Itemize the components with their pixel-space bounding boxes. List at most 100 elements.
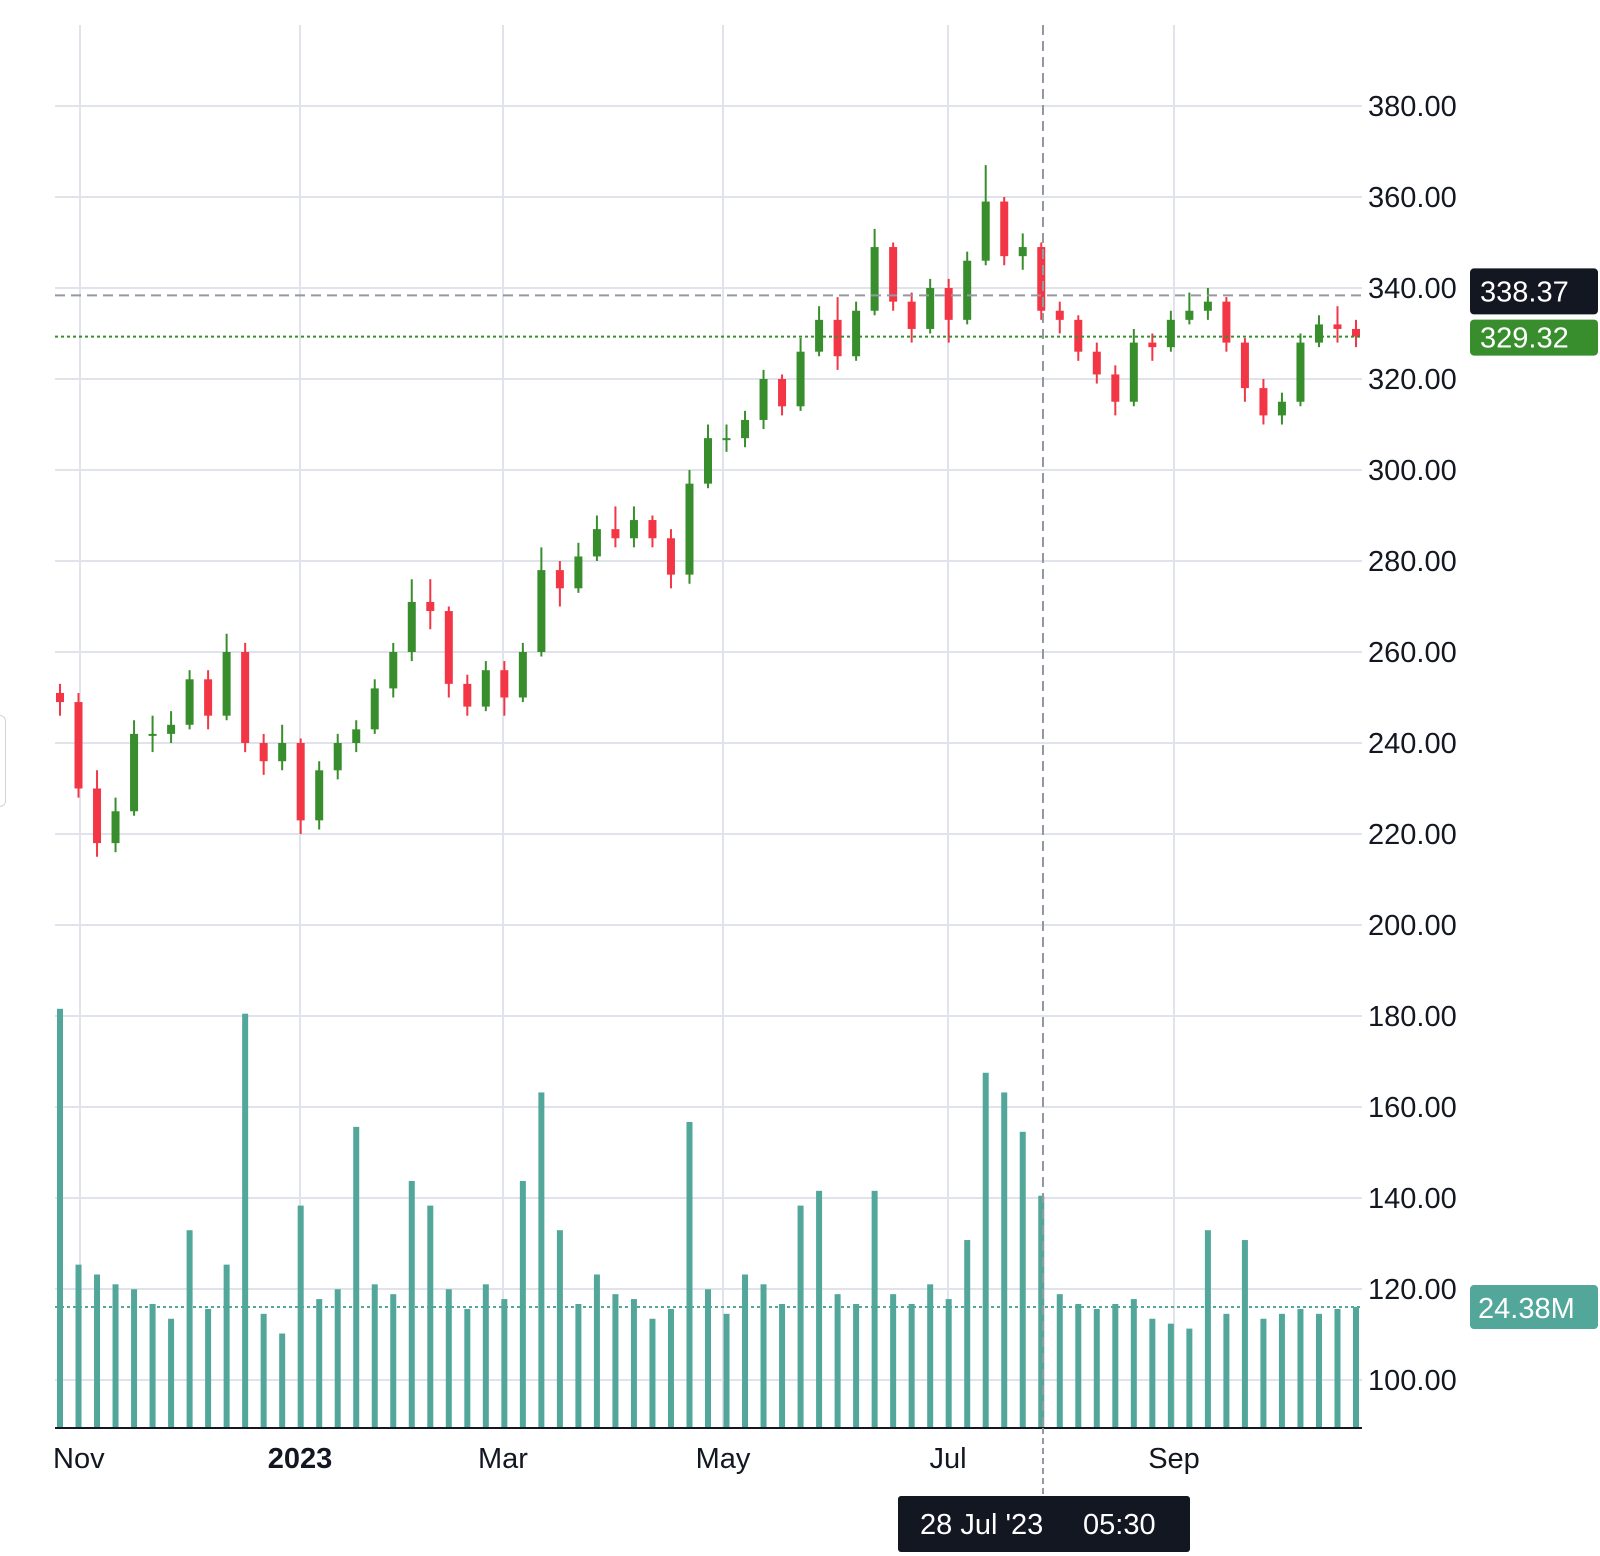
y-tick-label: 340.00	[1368, 273, 1457, 305]
volume-bar	[1112, 1304, 1119, 1427]
candle	[185, 670, 194, 730]
candle-body	[204, 679, 213, 716]
volume-bar	[575, 1304, 582, 1427]
candle-body	[704, 438, 712, 484]
candle-body	[389, 652, 398, 689]
candle	[722, 424, 731, 452]
volume-bar	[1056, 1294, 1063, 1427]
candle	[167, 711, 176, 743]
y-tick-label: 160.00	[1368, 1092, 1457, 1124]
candle	[944, 278, 953, 343]
candle	[981, 165, 990, 266]
candle-body	[1092, 351, 1101, 375]
candle	[926, 278, 935, 334]
candle	[1203, 288, 1212, 320]
candle-body	[148, 733, 157, 736]
candle-body	[629, 520, 638, 539]
candle-body	[1037, 247, 1046, 311]
volume-bar	[149, 1304, 156, 1427]
candle	[204, 670, 213, 730]
candle-body	[74, 702, 83, 789]
candle-body	[296, 743, 305, 821]
candle-body	[407, 601, 416, 652]
candle-body	[833, 319, 842, 357]
x-tick-label: 2023	[268, 1443, 333, 1475]
y-tick-label: 380.00	[1368, 91, 1457, 123]
candle-body	[1074, 319, 1083, 352]
candle-body	[167, 724, 176, 734]
volume-badge	[1470, 1285, 1598, 1330]
candle	[685, 470, 694, 584]
y-tick-label: 260.00	[1368, 637, 1457, 669]
volume-bar	[1167, 1323, 1174, 1427]
volume-bar	[1186, 1328, 1193, 1427]
candle-body	[759, 379, 768, 420]
volume-bar	[482, 1284, 489, 1427]
candle-body	[555, 570, 564, 589]
volume-bar	[964, 1240, 971, 1427]
candle	[629, 506, 638, 548]
candle-body	[185, 679, 194, 725]
y-tick-label: 120.00	[1368, 1274, 1457, 1306]
candle	[778, 374, 787, 416]
candle	[1296, 333, 1305, 407]
candle-body	[1314, 324, 1323, 343]
volume-bar	[223, 1264, 230, 1427]
volume-bar	[667, 1308, 674, 1427]
candle	[555, 561, 564, 607]
volume-bar	[1278, 1313, 1285, 1427]
candle	[1277, 392, 1286, 425]
volume-label: 24.38M	[1478, 1293, 1575, 1325]
candle-body	[963, 260, 972, 320]
candle	[1074, 315, 1083, 361]
candle	[222, 633, 231, 721]
candle-body	[1203, 301, 1212, 311]
volume-bar	[408, 1181, 415, 1427]
candle	[1000, 197, 1009, 266]
volume-bar	[816, 1190, 823, 1427]
candle-body	[926, 288, 935, 329]
volume-bar	[945, 1299, 952, 1427]
y-tick-label: 180.00	[1368, 1001, 1457, 1033]
candle-body	[111, 811, 120, 844]
candle	[481, 661, 490, 712]
candle-body	[574, 556, 583, 589]
candle-body	[1240, 342, 1249, 389]
volume-bar	[538, 1092, 545, 1427]
candle-body	[592, 529, 601, 557]
candle	[833, 297, 842, 370]
y-tick-label: 200.00	[1368, 910, 1457, 942]
volume-bar	[1130, 1299, 1137, 1427]
volume-bar	[1353, 1307, 1359, 1427]
candle-body	[426, 601, 435, 612]
volume-bar	[1149, 1318, 1156, 1427]
candle-body	[259, 743, 268, 762]
candle	[1222, 297, 1231, 352]
volume-bar	[871, 1190, 878, 1427]
last-price-label: 329.32	[1480, 323, 1569, 355]
candle	[1259, 379, 1268, 425]
volume-bar	[427, 1205, 434, 1427]
volume-bar	[390, 1294, 397, 1427]
volume-bar	[1001, 1092, 1008, 1427]
candle	[315, 761, 324, 830]
y-tick-label: 100.00	[1368, 1365, 1457, 1397]
x-tick-label: May	[696, 1443, 751, 1475]
volume-bar	[519, 1181, 526, 1427]
volume-bar	[464, 1308, 471, 1427]
volume-bar	[316, 1299, 323, 1427]
y-tick-label: 280.00	[1368, 546, 1457, 578]
volume-bar	[1093, 1308, 1100, 1427]
side-panel-handle[interactable]	[0, 715, 6, 807]
volume-bar	[834, 1294, 841, 1427]
candle	[352, 720, 361, 753]
candle-body	[500, 670, 509, 698]
volume-bar	[1019, 1131, 1026, 1427]
volume-bar	[1315, 1313, 1322, 1427]
candle-body	[1129, 342, 1138, 402]
candle	[1092, 342, 1101, 384]
volume-bar	[75, 1264, 82, 1427]
candle	[93, 770, 102, 857]
candle	[537, 547, 546, 657]
